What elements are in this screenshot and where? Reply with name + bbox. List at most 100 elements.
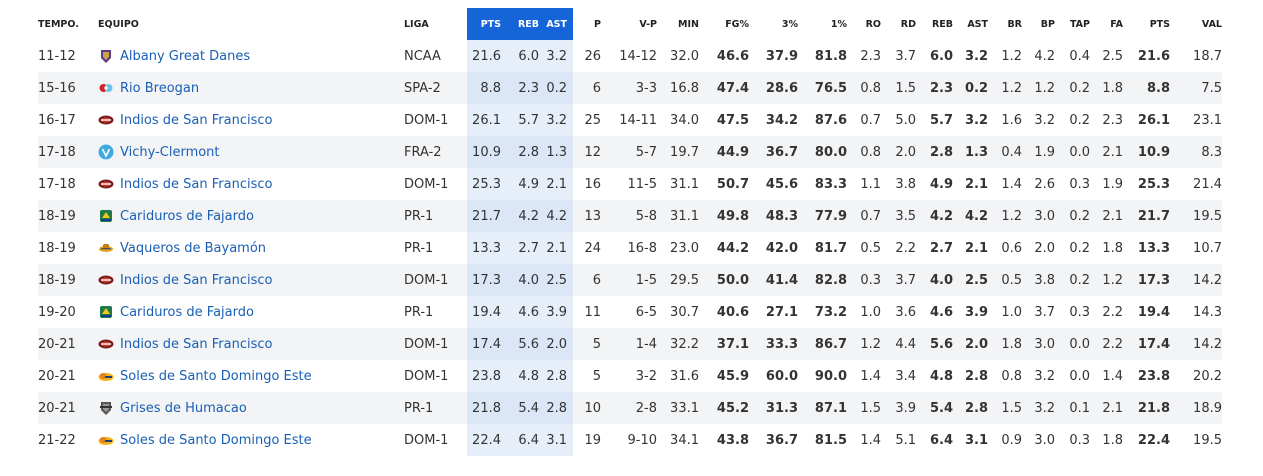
season-link[interactable]: 18-19 — [38, 200, 98, 232]
team-cell[interactable]: Rio Breogan — [98, 72, 404, 104]
team-cell[interactable]: Grises de Humacao — [98, 392, 404, 424]
team-name[interactable]: Indios de San Francisco — [120, 336, 273, 352]
team-link[interactable]: Cariduros de Fajardo — [98, 208, 404, 224]
pts-cell: 21.7 — [1123, 200, 1170, 232]
header-ast[interactable]: AST — [967, 18, 988, 30]
season-link[interactable]: 17-18 — [38, 136, 98, 168]
team-cell[interactable]: Indios de San Francisco — [98, 168, 404, 200]
team-cell[interactable]: Vichy-Clermont — [98, 136, 404, 168]
team-cell[interactable]: Vaqueros de Bayamón — [98, 232, 404, 264]
three-pct-cell: 31.3 — [749, 392, 798, 424]
team-cell[interactable]: Indios de San Francisco — [98, 104, 404, 136]
team-link[interactable]: Soles de Santo Domingo Este — [98, 432, 404, 448]
team-link[interactable]: Indios de San Francisco — [98, 336, 404, 352]
team-cell[interactable]: Soles de Santo Domingo Este — [98, 424, 404, 456]
header-ft[interactable]: 1% — [830, 18, 847, 30]
league-link[interactable]: DOM-1 — [404, 328, 467, 360]
reb-avg-cell: 5.4 — [507, 392, 539, 424]
pts-cell: 25.3 — [1123, 168, 1170, 200]
header-reb-avg[interactable]: REB — [507, 8, 539, 40]
pts-cell: 8.8 — [1123, 72, 1170, 104]
header-val[interactable]: VAL — [1201, 18, 1222, 30]
header-team[interactable]: EQUIPO — [98, 18, 139, 30]
team-cell[interactable]: Soles de Santo Domingo Este — [98, 360, 404, 392]
team-name[interactable]: Soles de Santo Domingo Este — [120, 368, 312, 384]
league-link[interactable]: DOM-1 — [404, 264, 467, 296]
header-wl[interactable]: V-P — [639, 18, 657, 30]
team-link[interactable]: Grises de Humacao — [98, 400, 404, 416]
team-link[interactable]: Indios de San Francisco — [98, 272, 404, 288]
team-cell[interactable]: Albany Great Danes — [98, 40, 404, 72]
league-link[interactable]: PR-1 — [404, 296, 467, 328]
season-link[interactable]: 18-19 — [38, 264, 98, 296]
season-link[interactable]: 21-22 — [38, 424, 98, 456]
league-link[interactable]: SPA-2 — [404, 72, 467, 104]
team-link[interactable]: Cariduros de Fajardo — [98, 304, 404, 320]
league-link[interactable]: PR-1 — [404, 232, 467, 264]
season-link[interactable]: 20-21 — [38, 328, 98, 360]
header-pts-avg[interactable]: PTS — [467, 8, 507, 40]
league-link[interactable]: PR-1 — [404, 392, 467, 424]
team-link[interactable]: Vichy-Clermont — [98, 144, 404, 160]
header-season[interactable]: TEMPO. — [38, 18, 79, 30]
team-link[interactable]: Rio Breogan — [98, 80, 404, 96]
team-name[interactable]: Indios de San Francisco — [120, 112, 273, 128]
season-link[interactable]: 11-12 — [38, 40, 98, 72]
season-link[interactable]: 17-18 — [38, 168, 98, 200]
header-bp[interactable]: BP — [1040, 18, 1055, 30]
header-br[interactable]: BR — [1007, 18, 1022, 30]
league-link[interactable]: DOM-1 — [404, 168, 467, 200]
table-row: 11-12 Albany Great Danes NCAA 21.6 6.0 3.2 26 1… — [38, 40, 1222, 72]
header-reb[interactable]: REB — [931, 18, 953, 30]
team-cell[interactable]: Cariduros de Fajardo — [98, 296, 404, 328]
header-ast-avg[interactable]: AST — [539, 8, 573, 40]
header-fg[interactable]: FG% — [725, 18, 749, 30]
table-row: 16-17 Indios de San Francisco DOM-1 26.1 5.7… — [38, 104, 1222, 136]
blocks-cell: 0.2 — [1055, 264, 1090, 296]
league-link[interactable]: DOM-1 — [404, 424, 467, 456]
season-link[interactable]: 16-17 — [38, 104, 98, 136]
league-link[interactable]: DOM-1 — [404, 360, 467, 392]
team-name[interactable]: Cariduros de Fajardo — [120, 208, 254, 224]
header-p[interactable]: P — [594, 18, 601, 30]
header-tap[interactable]: TAP — [1069, 18, 1090, 30]
reb-cell: 2.7 — [916, 232, 953, 264]
team-name[interactable]: Vaqueros de Bayamón — [120, 240, 267, 256]
league-link[interactable]: DOM-1 — [404, 104, 467, 136]
league-link[interactable]: PR-1 — [404, 200, 467, 232]
team-name[interactable]: Albany Great Danes — [120, 48, 251, 64]
league-link[interactable]: FRA-2 — [404, 136, 467, 168]
header-ro[interactable]: RO — [865, 18, 881, 30]
season-link[interactable]: 20-21 — [38, 360, 98, 392]
team-name[interactable]: Indios de San Francisco — [120, 176, 273, 192]
team-name[interactable]: Grises de Humacao — [120, 400, 247, 416]
header-rd[interactable]: RD — [900, 18, 916, 30]
team-link[interactable]: Soles de Santo Domingo Este — [98, 368, 404, 384]
header-three[interactable]: 3% — [781, 18, 798, 30]
header-fa[interactable]: FA — [1110, 18, 1123, 30]
team-name[interactable]: Cariduros de Fajardo — [120, 304, 254, 320]
team-link[interactable]: Albany Great Danes — [98, 48, 404, 64]
team-cell[interactable]: Indios de San Francisco — [98, 264, 404, 296]
team-name[interactable]: Indios de San Francisco — [120, 272, 273, 288]
team-name[interactable]: Soles de Santo Domingo Este — [120, 432, 312, 448]
season-link[interactable]: 20-21 — [38, 392, 98, 424]
turnovers-cell: 4.2 — [1022, 40, 1055, 72]
team-name[interactable]: Vichy-Clermont — [120, 144, 220, 160]
league-link[interactable]: NCAA — [404, 40, 467, 72]
season-link[interactable]: 15-16 — [38, 72, 98, 104]
header-min[interactable]: MIN — [678, 18, 699, 30]
team-link[interactable]: Indios de San Francisco — [98, 112, 404, 128]
team-link[interactable]: Vaqueros de Bayamón — [98, 240, 404, 256]
reb-avg-cell: 6.0 — [507, 40, 539, 72]
turnovers-cell: 2.6 — [1022, 168, 1055, 200]
team-name[interactable]: Rio Breogan — [120, 80, 200, 96]
header-pts[interactable]: PTS — [1149, 18, 1170, 30]
team-cell[interactable]: Cariduros de Fajardo — [98, 200, 404, 232]
season-link[interactable]: 19-20 — [38, 296, 98, 328]
season-link[interactable]: 18-19 — [38, 232, 98, 264]
header-league[interactable]: LIGA — [404, 18, 429, 30]
team-cell[interactable]: Indios de San Francisco — [98, 328, 404, 360]
steals-cell: 0.9 — [988, 424, 1022, 456]
team-link[interactable]: Indios de San Francisco — [98, 176, 404, 192]
